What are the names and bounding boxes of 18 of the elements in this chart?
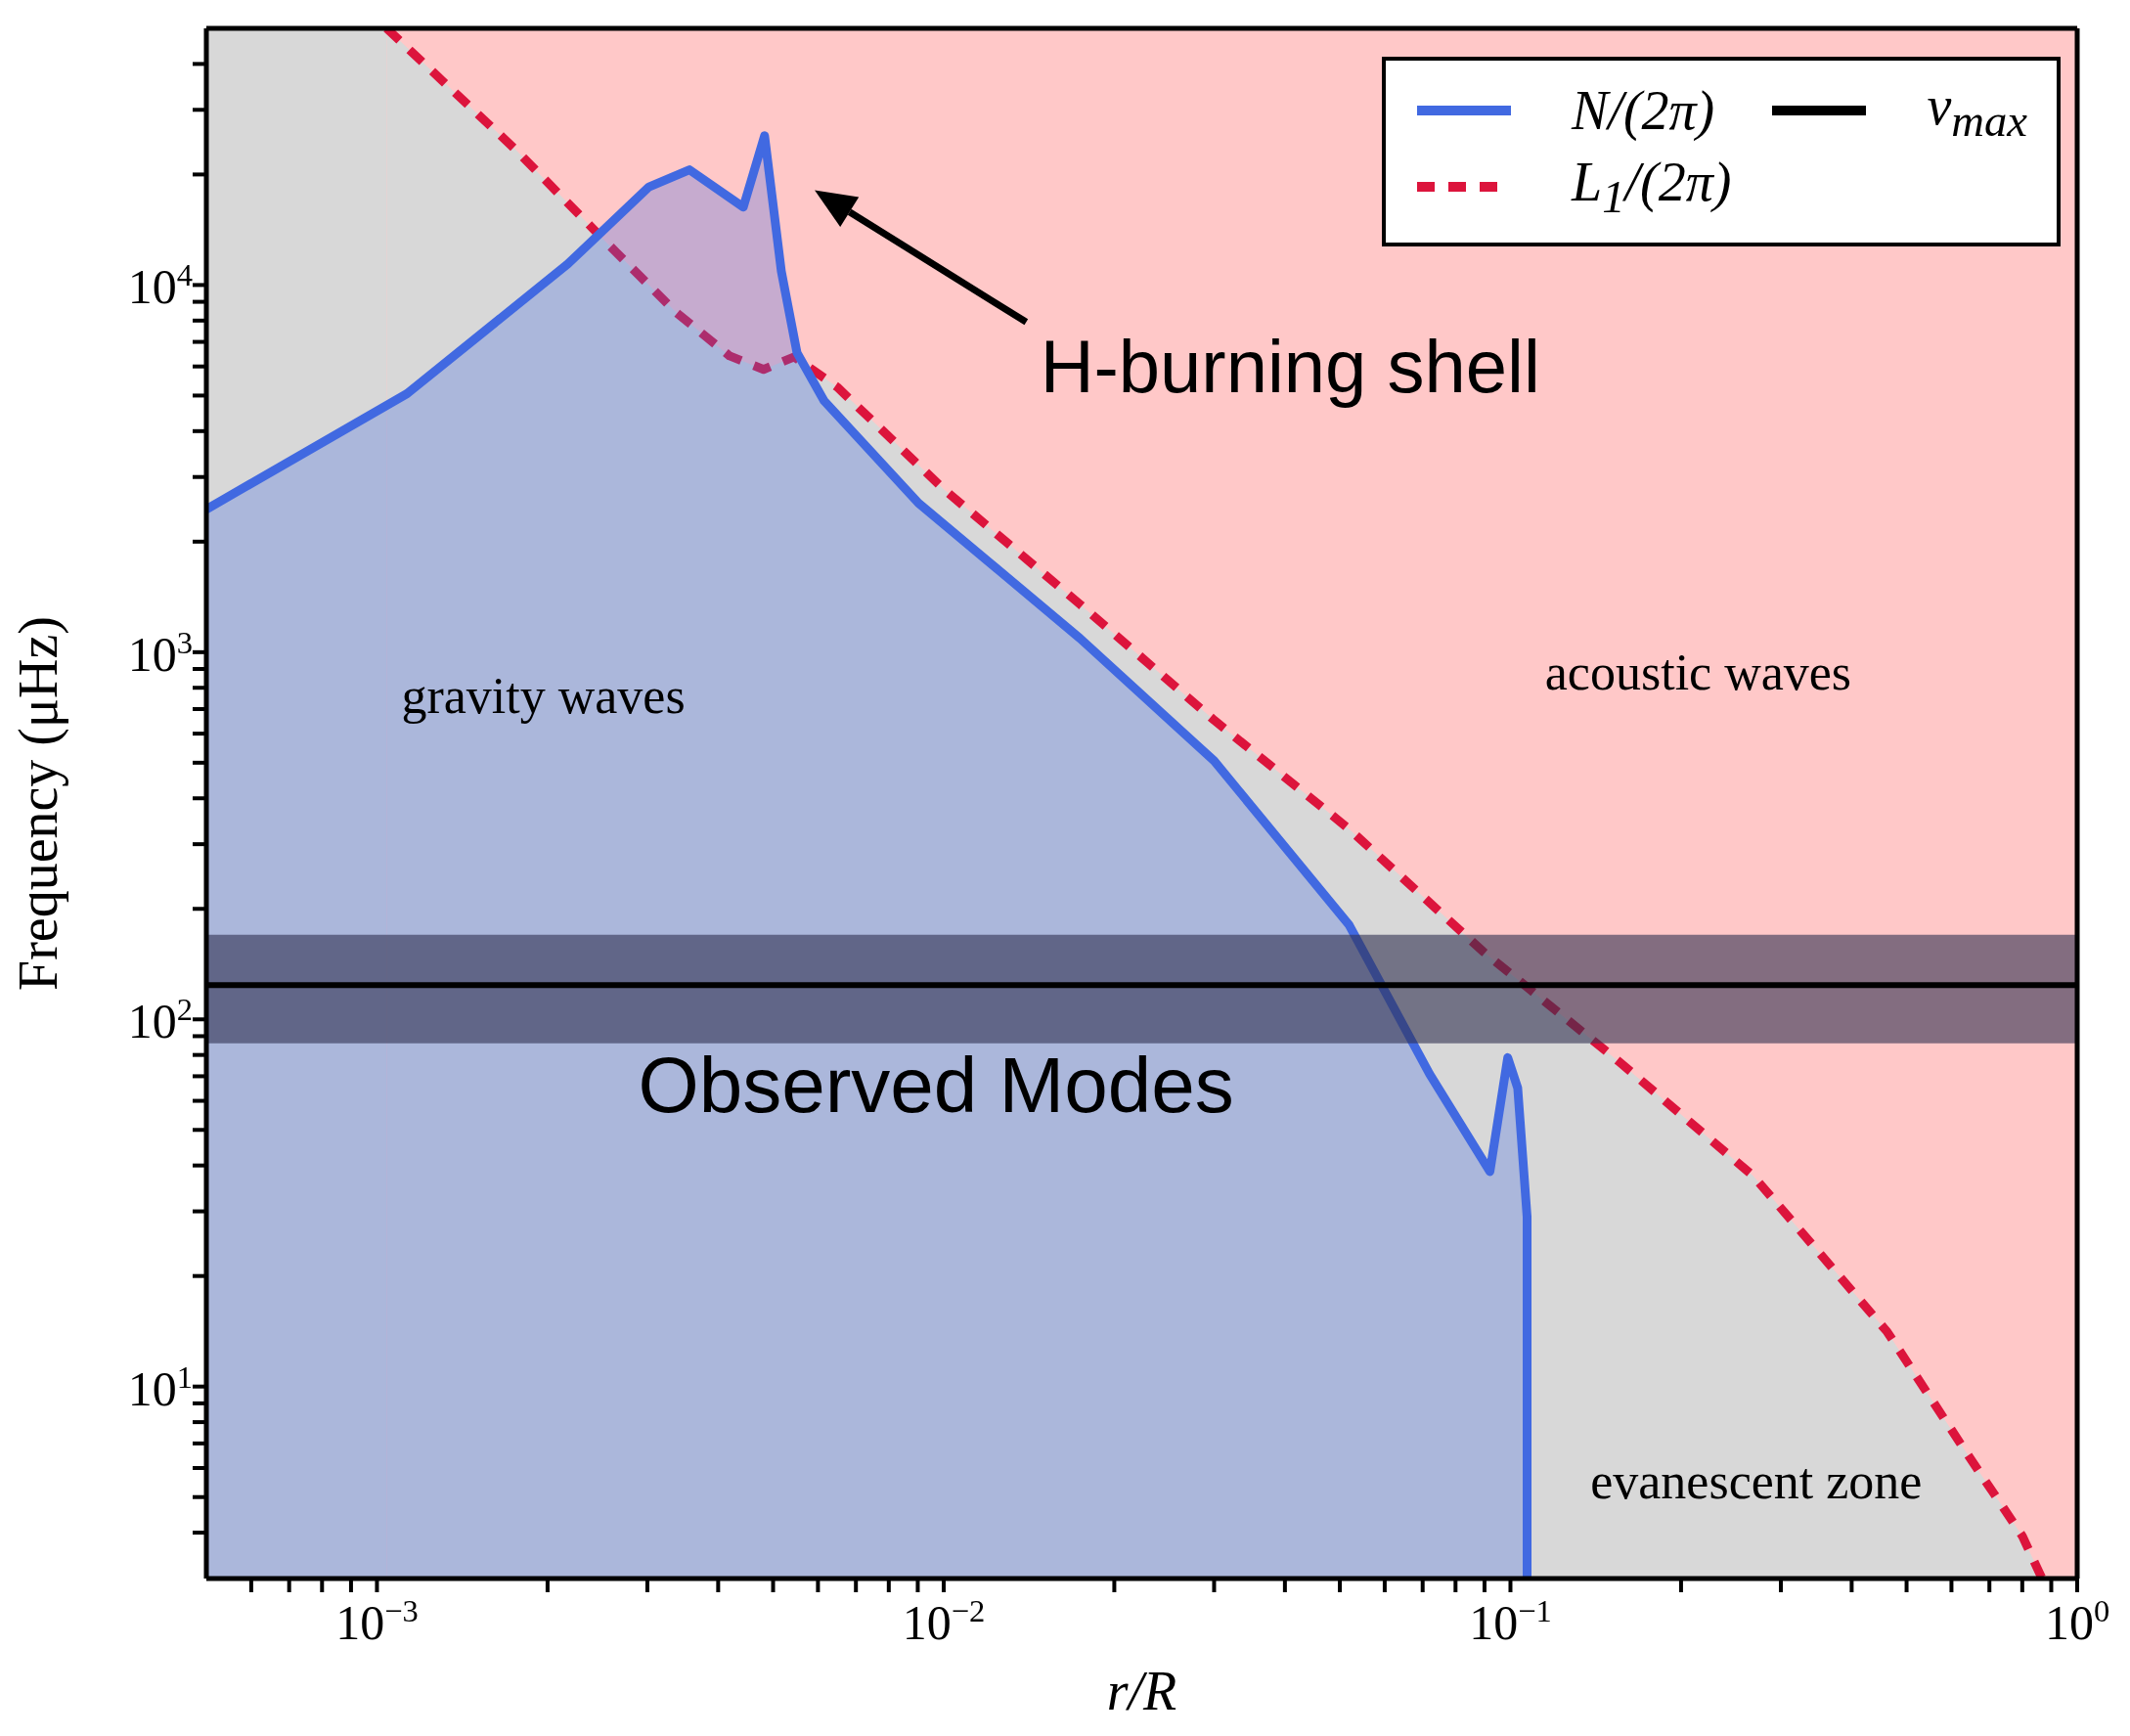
legend-label: ν$_{max}$ <box>1927 74 2027 148</box>
annotation: acoustic waves <box>1544 645 1852 701</box>
legend-label: L$_{1}$/(2π) <box>1572 151 1732 224</box>
x-tick-label: 10$^{0}$ <box>2044 1592 2110 1650</box>
x-tick-label: 10$^{−1}$ <box>1469 1592 1552 1650</box>
y-tick-label: 10$^{3}$ <box>127 624 193 682</box>
annotation: gravity waves <box>401 668 686 725</box>
x-tick-label: 10$^{−3}$ <box>335 1592 419 1650</box>
y-axis-title: Frequency (μHz) <box>8 616 69 991</box>
y-tick-label: 10$^{4}$ <box>127 257 193 315</box>
annotation: H-burning shell <box>1040 324 1540 408</box>
legend-label: N/(2π) <box>1572 79 1715 143</box>
annotation: evanescent zone <box>1590 1452 1923 1509</box>
x-axis-title: r/R <box>1106 1661 1177 1721</box>
x-tick-label: 10$^{−2}$ <box>902 1592 986 1650</box>
y-tick-label: 10$^{1}$ <box>127 1358 193 1416</box>
y-tick-label: 10$^{2}$ <box>127 992 193 1049</box>
band-label: Observed Modes <box>638 1041 1234 1129</box>
